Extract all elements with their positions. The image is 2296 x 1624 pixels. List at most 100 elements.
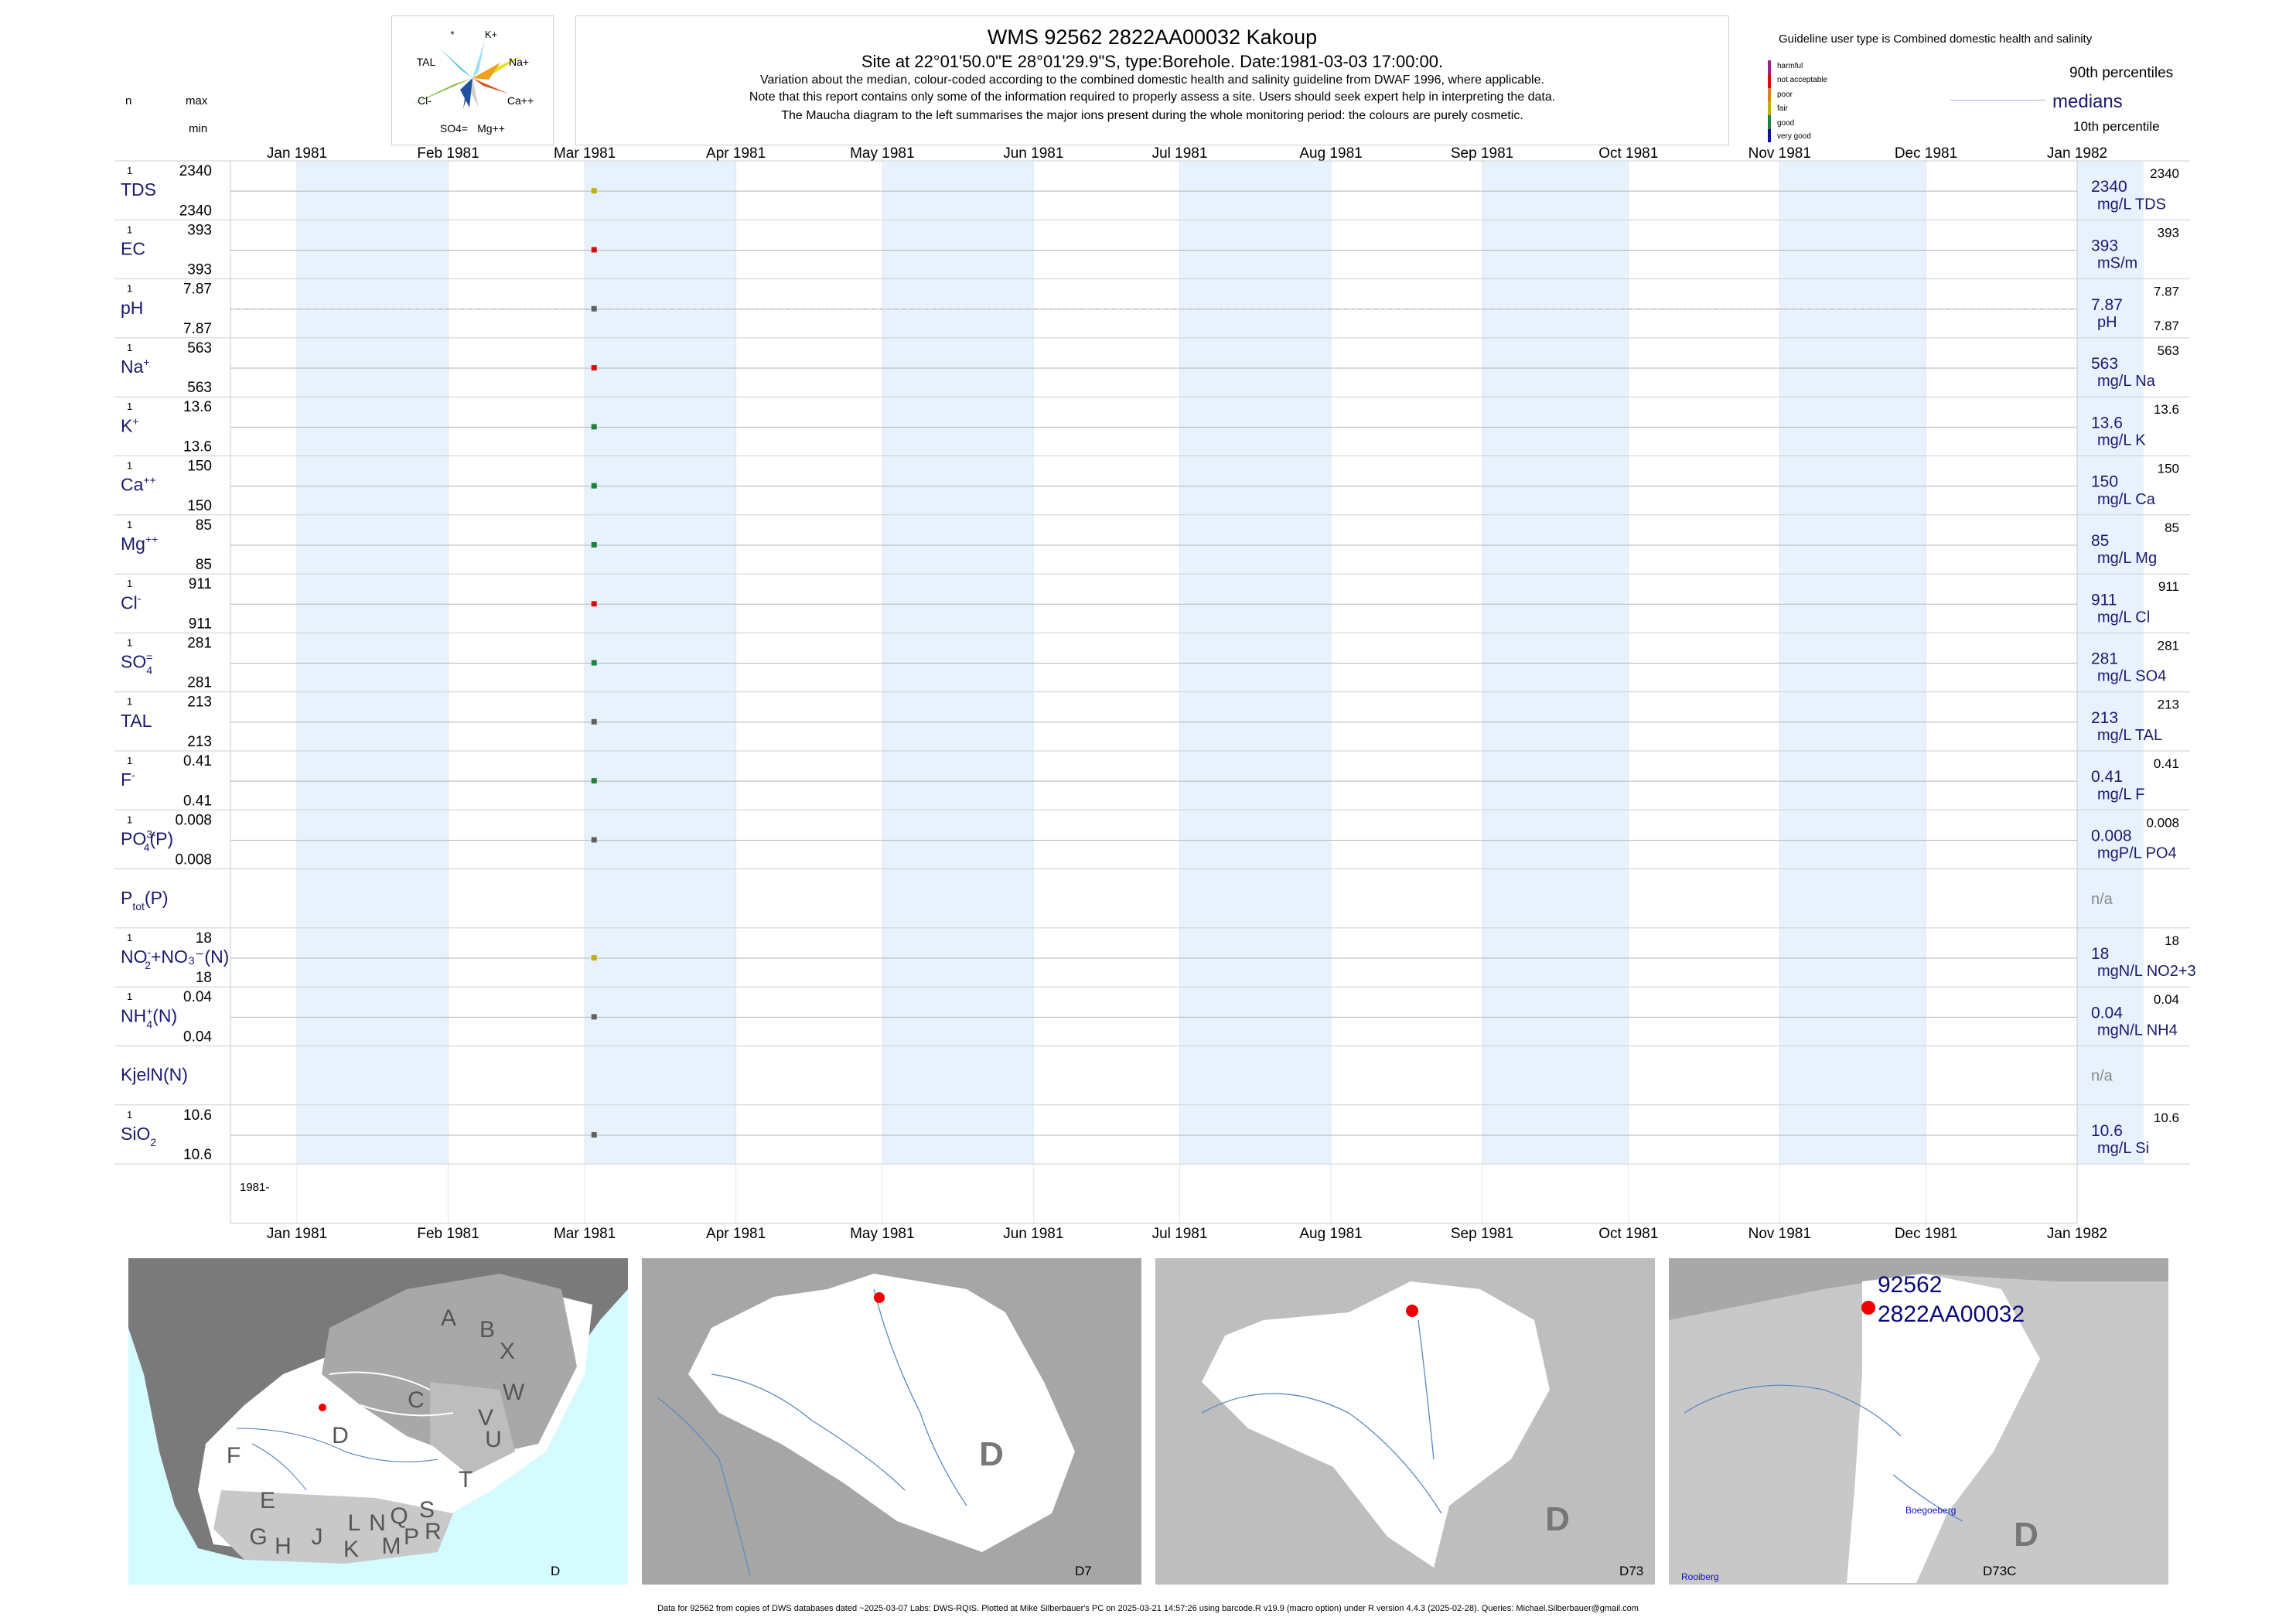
region-letter-b: B — [479, 1317, 495, 1343]
bottom-month-label: Oct 1981 — [1598, 1226, 1658, 1242]
param-name-label: pH — [121, 298, 143, 318]
param-right-unit: mg/L TDS — [2097, 196, 2166, 213]
maucha-label-k: K+ — [485, 29, 497, 40]
param-right-max: 213 — [2158, 698, 2179, 712]
map4-site-id: 92562 — [1878, 1272, 1942, 1298]
legend-item-harmful: harmful — [1777, 62, 1803, 70]
param-right-max: 2340 — [2150, 166, 2179, 181]
param-right-max: 0.41 — [2154, 756, 2179, 771]
maucha-label-ca: Ca++ — [507, 94, 534, 107]
param-min-value: 213 — [187, 734, 212, 750]
param-name-label: TAL — [121, 711, 152, 731]
param-right-unit: mg/L F — [2097, 786, 2145, 803]
region-letter-v: V — [478, 1405, 493, 1431]
note-line-2: Note that this report contains only some… — [749, 90, 1556, 104]
top-month-label: Feb 1981 — [417, 145, 479, 162]
param-right-median: 18 — [2091, 945, 2109, 963]
param-right-median: 2340 — [2091, 178, 2127, 196]
year-label: 1981- — [240, 1181, 269, 1194]
param-name-label: Ca++ — [121, 474, 156, 495]
map4-corner-label: D73C — [1983, 1564, 2016, 1578]
bottom-month-label: Jul 1981 — [1152, 1226, 1208, 1242]
top-month-label: Nov 1981 — [1748, 145, 1811, 162]
map3-big-letter: D — [1545, 1500, 1570, 1538]
month-shade — [585, 161, 736, 1165]
region-letter-d: D — [332, 1423, 349, 1448]
top-month-label: Dec 1981 — [1895, 145, 1957, 162]
param-right-median: 393 — [2091, 237, 2118, 254]
legend-median: medians — [2052, 91, 2123, 112]
param-right-max: 13.6 — [2154, 402, 2179, 417]
param-name-label: Cl- — [121, 592, 142, 612]
param-max-value: 911 — [189, 576, 212, 592]
month-shade — [2077, 161, 2144, 1165]
bottom-month-label: Jun 1981 — [1003, 1226, 1063, 1242]
param-n-value: 1 — [127, 283, 132, 295]
top-month-label: Oct 1981 — [1598, 145, 1658, 162]
maucha-label-mg: Mg++ — [477, 122, 505, 135]
sample-point — [591, 541, 597, 548]
param-max-value: 563 — [187, 340, 212, 357]
param-right-max: 85 — [2165, 520, 2179, 535]
region-letter-s: S — [419, 1497, 435, 1523]
legend-item-not-acceptable: not acceptable — [1777, 76, 1828, 84]
param-n-value: 1 — [127, 636, 132, 648]
top-month-label: Sep 1981 — [1451, 145, 1513, 162]
maucha-label-na: Na+ — [509, 56, 529, 68]
param-right-median: 13.6 — [2091, 414, 2123, 432]
top-month-label: Aug 1981 — [1299, 145, 1362, 162]
bottom-month-label: Mar 1981 — [554, 1226, 616, 1242]
guideline-text: Guideline user type is Combined domestic… — [1779, 32, 2093, 46]
map4-big-letter: D — [2014, 1516, 2038, 1554]
legend-item-very-good: very good — [1777, 132, 1811, 141]
param-right-unit: mg/L SO4 — [2097, 668, 2166, 685]
month-shade — [882, 161, 1034, 1165]
param-max-value: 393 — [187, 222, 212, 238]
sample-point — [591, 660, 597, 666]
region-letter-f: F — [227, 1443, 241, 1469]
sample-point — [591, 424, 597, 430]
top-month-label: Jan 1981 — [267, 145, 327, 162]
legend-item-poor: poor — [1777, 90, 1793, 99]
legend-color-bar — [1768, 60, 1771, 142]
param-n-value: 1 — [127, 991, 132, 1002]
param-max-value: 0.04 — [183, 989, 212, 1005]
region-letter-e: E — [260, 1488, 275, 1513]
bottom-month-label: Dec 1981 — [1895, 1226, 1957, 1242]
region-letter-w: W — [503, 1380, 525, 1405]
param-right-max: 10.6 — [2154, 1111, 2179, 1125]
note-line-3: The Maucha diagram to the left summarise… — [781, 109, 1523, 122]
param-right-unit: mg/L Cl — [2097, 609, 2150, 626]
sample-point — [591, 1014, 597, 1020]
param-max-value: 0.41 — [183, 753, 212, 769]
map1-corner-label: D — [551, 1564, 560, 1578]
param-right-unit: pH — [2097, 314, 2117, 331]
param-right-unit: mg/L Mg — [2097, 550, 2157, 567]
month-shade — [1179, 161, 1332, 1165]
maucha-label-so4: SO4= — [440, 122, 468, 135]
param-name-label: SO= 4 — [121, 651, 152, 677]
sample-point — [591, 955, 597, 961]
param-max-value: 10.6 — [183, 1107, 212, 1124]
bottom-month-label: Jan 1981 — [267, 1226, 327, 1242]
max-label: max — [186, 94, 208, 107]
param-right-unit: mg/L Na — [2097, 373, 2156, 390]
param-name-label: NH+ 4(N) — [121, 1005, 177, 1030]
param-max-value: 7.87 — [183, 281, 212, 298]
param-min-value: 10.6 — [183, 1147, 212, 1163]
param-right-max: 393 — [2158, 225, 2179, 240]
param-right-max: 563 — [2158, 343, 2179, 358]
param-min-value: 2340 — [179, 203, 212, 219]
maucha-label-cl: Cl- — [418, 94, 432, 107]
bottom-month-label: Nov 1981 — [1748, 1226, 1811, 1242]
sample-point — [591, 305, 597, 312]
param-min-value: 18 — [196, 970, 212, 986]
map4-place-boegoeberg: Boegoeberg — [1905, 1505, 1956, 1516]
param-right-max: 281 — [2158, 638, 2179, 653]
sample-point — [591, 718, 597, 725]
region-letter-r: R — [425, 1519, 442, 1544]
month-shade — [297, 161, 449, 1165]
param-right-max: 0.04 — [2154, 992, 2179, 1007]
sample-point — [591, 837, 597, 843]
legend-median-line — [1950, 100, 2046, 101]
